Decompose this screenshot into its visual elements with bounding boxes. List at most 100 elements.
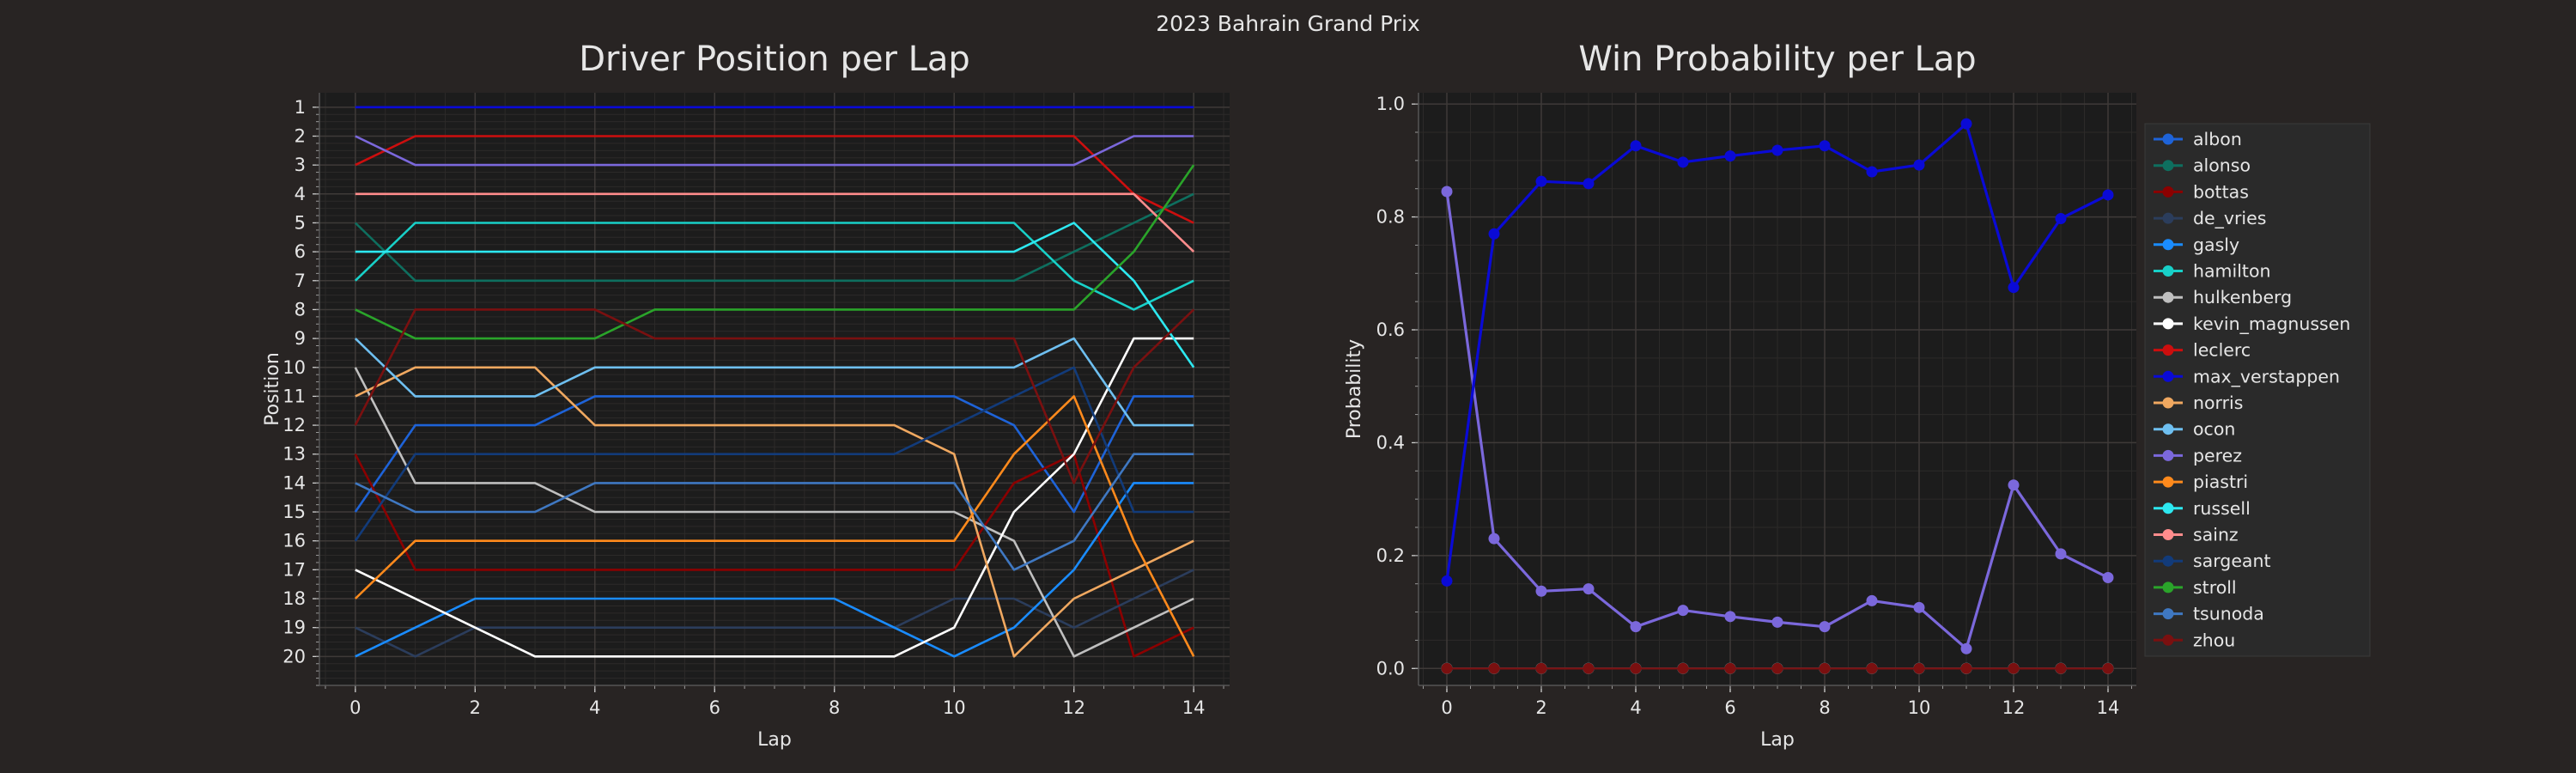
y-tick-label: 8 xyxy=(295,299,306,320)
data-point-max_verstappen xyxy=(1441,575,1453,587)
y-tick-label: 2 xyxy=(295,125,306,146)
data-point-perez xyxy=(1488,533,1500,545)
x-tick-label: 8 xyxy=(1819,697,1830,718)
data-point-max_verstappen xyxy=(1913,159,1925,171)
y-tick-label: 18 xyxy=(283,588,306,609)
legend-swatch-marker-max_verstappen xyxy=(2162,370,2174,382)
legend-label-perez: perez xyxy=(2193,445,2242,466)
data-point-max_verstappen xyxy=(2055,213,2067,225)
x-tick-label: 10 xyxy=(1908,697,1931,718)
x-tick-label: 12 xyxy=(2002,697,2026,718)
data-point-zhou xyxy=(1913,662,1925,674)
legend-swatch-marker-de_vries xyxy=(2162,212,2174,224)
data-point-perez xyxy=(1630,621,1642,633)
y-tick-label: 19 xyxy=(283,618,306,638)
legend-swatch-marker-leclerc xyxy=(2162,344,2174,356)
y-tick-label: 12 xyxy=(283,415,306,435)
data-point-max_verstappen xyxy=(1866,166,1878,178)
series-line-stroll xyxy=(355,164,1195,340)
data-point-zhou xyxy=(1488,662,1500,674)
y-tick-label: 1.0 xyxy=(1376,94,1405,114)
legend-swatch-marker-stroll xyxy=(2162,581,2174,593)
y-tick-label: 20 xyxy=(283,646,306,666)
legend-swatch-marker-alonso xyxy=(2162,160,2174,172)
legend-label-kevin_magnussen: kevin_magnussen xyxy=(2193,313,2350,335)
series-line-bottas xyxy=(354,453,1194,658)
legend-label-stroll: stroll xyxy=(2193,577,2237,598)
legend-box xyxy=(2144,123,2371,657)
legend-swatch-marker-hulkenberg xyxy=(2162,291,2174,303)
x-tick-label: 0 xyxy=(349,697,361,718)
y-tick-label: 17 xyxy=(283,559,306,580)
y-tick-label: 6 xyxy=(295,241,306,262)
data-point-max_verstappen xyxy=(1677,156,1689,168)
series-line-norris xyxy=(355,366,1194,658)
data-point-max_verstappen xyxy=(1583,178,1595,190)
data-point-perez xyxy=(1535,585,1547,597)
series-line-piastri xyxy=(354,395,1195,657)
y-tick-label: 4 xyxy=(295,184,306,204)
legend-swatch-marker-norris xyxy=(2162,397,2174,409)
x-tick-label: 2 xyxy=(470,697,481,718)
y-tick-label: 5 xyxy=(295,212,306,233)
y-tick-label: 10 xyxy=(283,357,306,378)
legend-label-sargeant: sargeant xyxy=(2193,551,2271,571)
legend-swatch-marker-zhou xyxy=(2162,634,2174,646)
y-tick-label: 11 xyxy=(283,386,306,406)
x-tick-label: 4 xyxy=(1630,697,1641,718)
y-tick-label: 16 xyxy=(283,531,306,551)
data-point-zhou xyxy=(1535,662,1547,674)
chart-title: Win Probability per Lap xyxy=(1578,40,1976,79)
legend-swatch-marker-hamilton xyxy=(2162,265,2174,277)
legend-label-russell: russell xyxy=(2193,498,2251,519)
legend-label-max_verstappen: max_verstappen xyxy=(2193,366,2340,387)
x-tick-label: 10 xyxy=(943,697,966,718)
y-tick-label: 0.8 xyxy=(1376,207,1405,228)
y-tick-label: 9 xyxy=(295,328,306,349)
legend-swatch-marker-sargeant xyxy=(2162,555,2174,567)
position-chart: 0 2 4 6 8 10 12 1412345678910111213141516171819… xyxy=(262,40,1230,751)
data-point-max_verstappen xyxy=(2008,282,2020,294)
data-point-perez xyxy=(1819,621,1831,633)
legend-label-alonso: alonso xyxy=(2193,155,2251,176)
x-tick-label: 4 xyxy=(589,697,600,718)
data-point-zhou xyxy=(1583,662,1595,674)
data-point-zhou xyxy=(1630,662,1642,674)
y-tick-label: 0.4 xyxy=(1376,432,1405,453)
legend-label-bottas: bottas xyxy=(2193,181,2249,202)
legend-swatch-marker-kevin_magnussen xyxy=(2162,318,2174,330)
legend-label-albon: albon xyxy=(2193,129,2242,149)
data-point-zhou xyxy=(1771,662,1783,674)
data-point-zhou xyxy=(2055,662,2067,674)
y-axis-label: Probability xyxy=(1344,339,1365,439)
series-line-russell xyxy=(355,222,1195,368)
data-point-max_verstappen xyxy=(1724,150,1736,162)
series-line-zhou xyxy=(354,308,1195,484)
data-point-perez xyxy=(2055,548,2067,560)
legend-label-piastri: piastri xyxy=(2193,472,2248,492)
data-point-max_verstappen xyxy=(1630,140,1642,152)
data-point-perez xyxy=(2102,571,2114,583)
legend-swatch-marker-russell xyxy=(2162,502,2174,514)
data-point-zhou xyxy=(2102,662,2114,674)
data-point-max_verstappen xyxy=(1488,228,1500,240)
series-line-kevin_magnussen xyxy=(355,337,1194,658)
y-tick-label: 15 xyxy=(283,502,306,522)
probability-chart: 0 2 4 6 8 10 12 14 0.0 0.2 0.4 0.6 0.8 1.0 Win Probabi… xyxy=(1344,40,2136,751)
data-point-perez xyxy=(1866,594,1878,606)
x-axis-label: Lap xyxy=(757,729,792,751)
legend-label-norris: norris xyxy=(2193,393,2243,413)
series-line-perez xyxy=(355,135,1194,167)
legend-label-tsunoda: tsunoda xyxy=(2193,604,2264,624)
x-tick-label: 6 xyxy=(709,697,720,718)
data-point-zhou xyxy=(1866,662,1878,674)
series-line-albon xyxy=(354,395,1194,514)
y-tick-label: 7 xyxy=(295,271,306,291)
y-tick-label: 0.6 xyxy=(1376,320,1405,340)
data-point-perez xyxy=(1913,601,1925,613)
legend-swatch-marker-sainz xyxy=(2162,529,2174,540)
data-point-max_verstappen xyxy=(1771,144,1783,156)
data-point-zhou xyxy=(1677,662,1689,674)
x-tick-label: 0 xyxy=(1441,697,1452,718)
